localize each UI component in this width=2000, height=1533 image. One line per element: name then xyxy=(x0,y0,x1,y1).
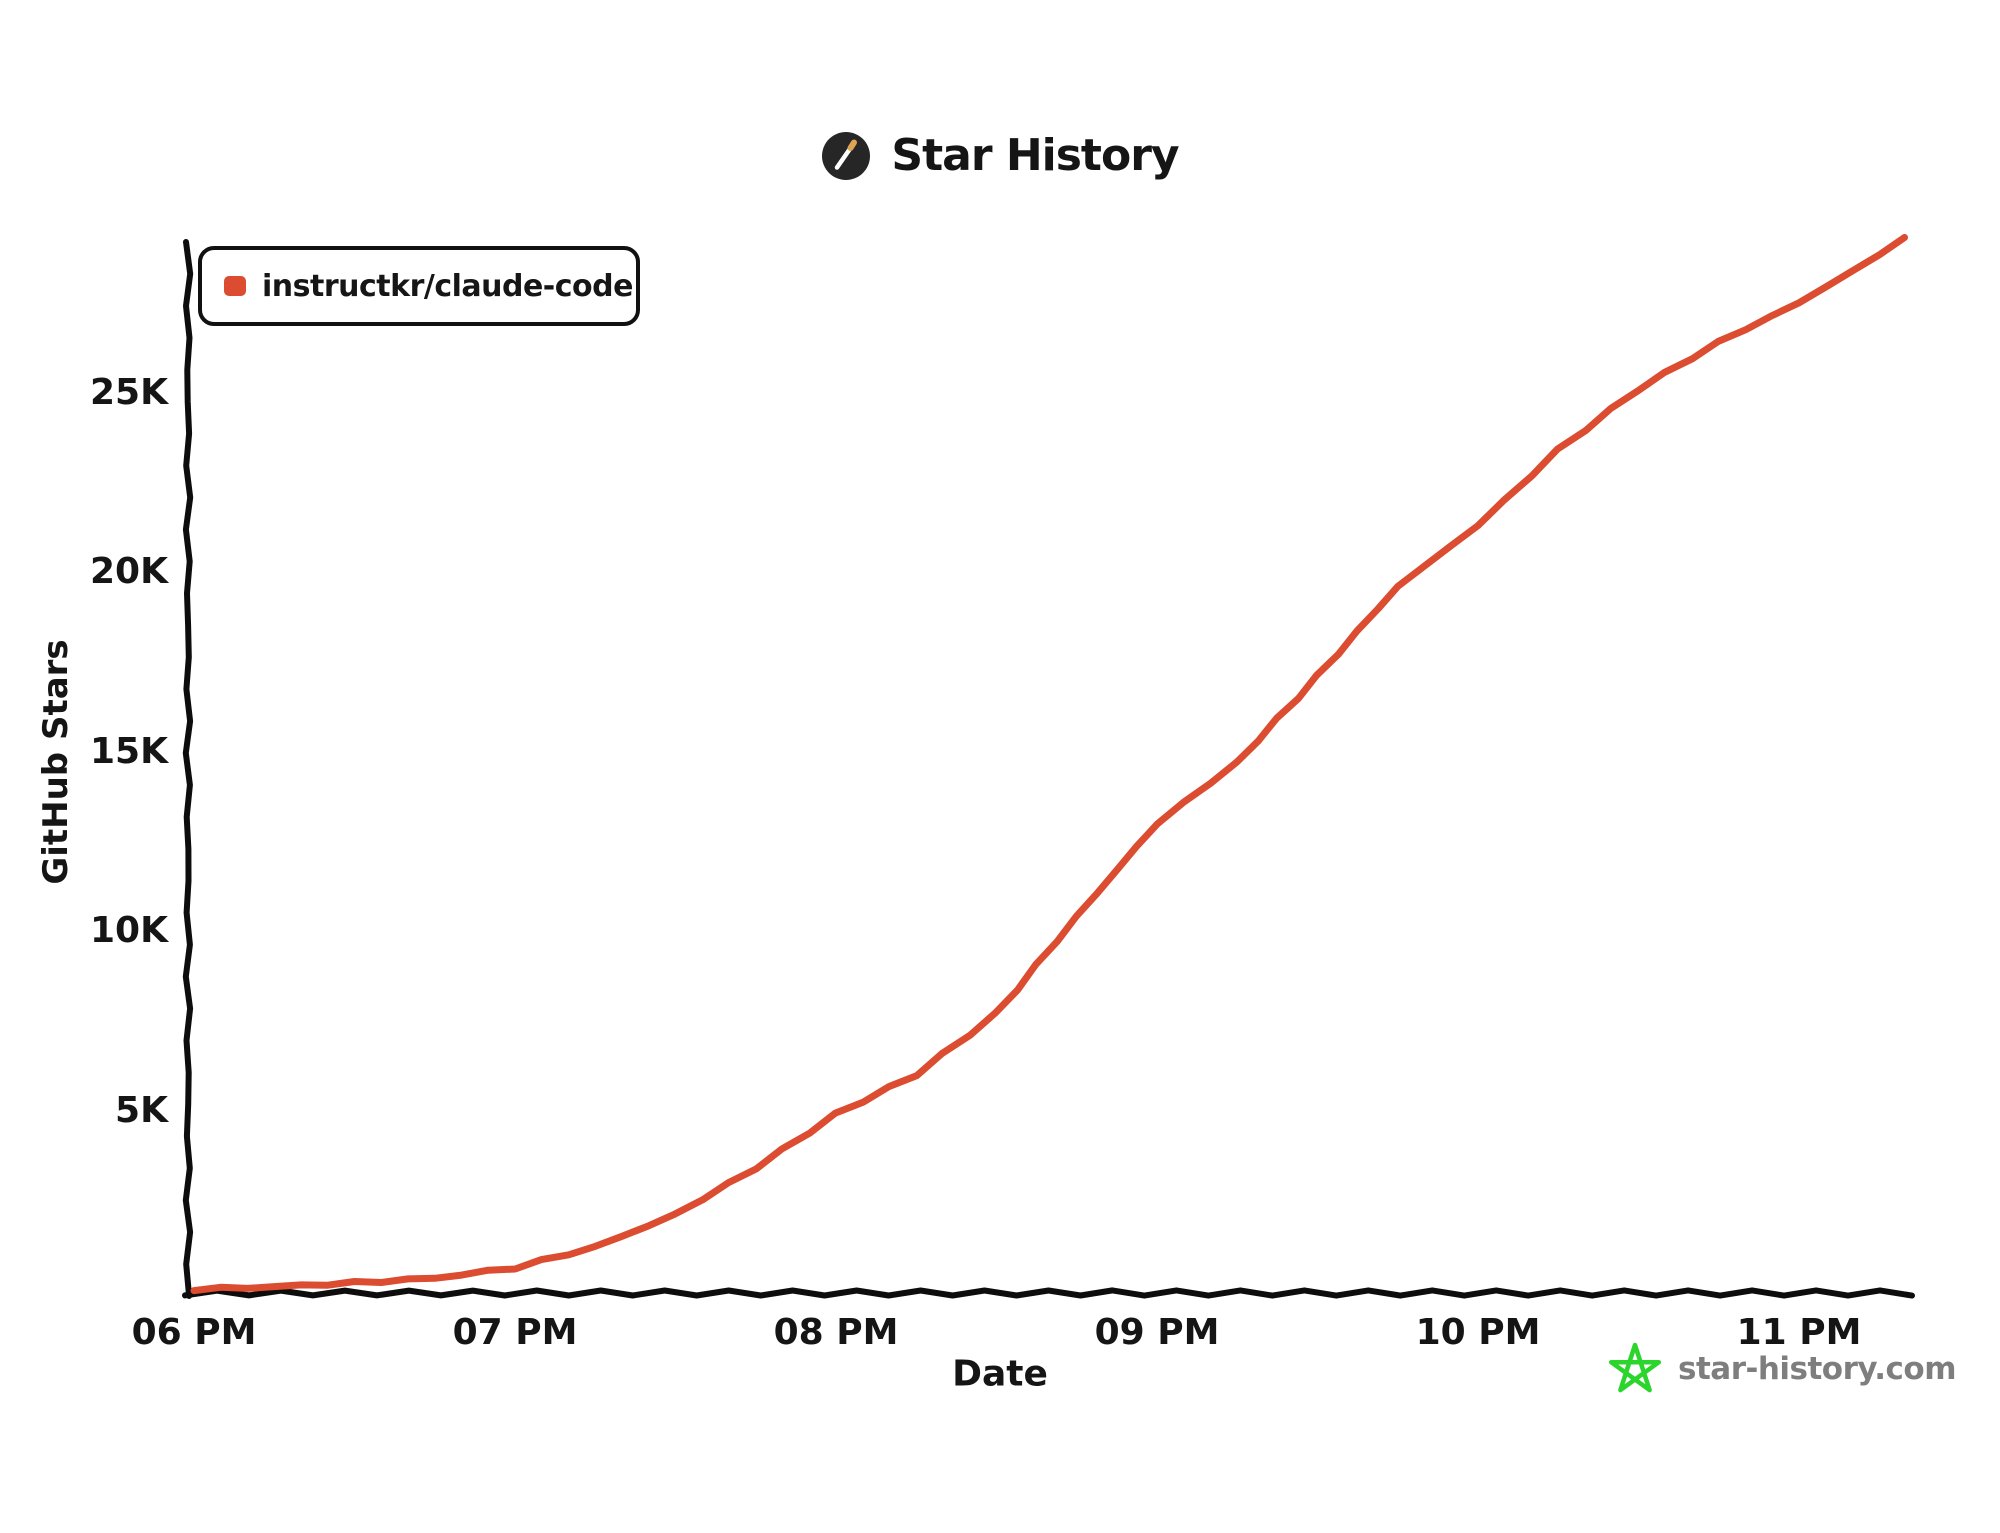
x-tick-label: 11 PM xyxy=(1736,1312,1862,1353)
y-tick-label: 10K xyxy=(90,910,168,951)
x-tick-label: 08 PM xyxy=(773,1312,899,1353)
x-axis-title: Date xyxy=(952,1353,1048,1395)
y-axis-line xyxy=(182,239,194,1299)
legend[interactable]: instructkr/claude-code xyxy=(198,246,640,326)
y-tick-label: 5K xyxy=(115,1089,168,1131)
chart-title-row: Star History xyxy=(0,130,2000,181)
series-line xyxy=(190,234,1908,1295)
x-tick-label: 10 PM xyxy=(1415,1312,1541,1353)
x-tick-label: 09 PM xyxy=(1094,1312,1220,1353)
watermark[interactable]: star-history.com xyxy=(1606,1340,1957,1398)
star-icon xyxy=(1608,1342,1662,1393)
series-marker xyxy=(224,276,246,296)
x-axis-line xyxy=(182,1287,1915,1299)
x-tick-label: 07 PM xyxy=(452,1312,578,1353)
star-history-logo-icon xyxy=(822,131,871,180)
watermark-label: star-history.com xyxy=(1678,1351,1957,1387)
page-title: Star History xyxy=(891,130,1179,181)
y-tick-label: 15K xyxy=(90,730,168,772)
series-label: instructkr/claude-code xyxy=(262,268,633,304)
x-tick-label: 06 PM xyxy=(131,1312,257,1353)
y-tick-label: 25K xyxy=(90,371,168,413)
y-tick-label: 20K xyxy=(90,551,168,592)
